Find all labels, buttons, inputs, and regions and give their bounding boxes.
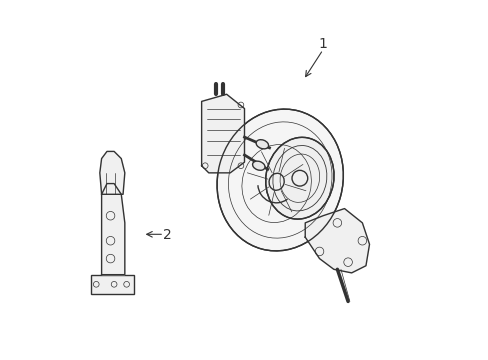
Ellipse shape <box>217 109 343 251</box>
Ellipse shape <box>265 137 333 219</box>
Polygon shape <box>201 94 244 173</box>
Text: 2: 2 <box>163 228 172 242</box>
Text: 1: 1 <box>318 37 327 51</box>
Ellipse shape <box>256 140 268 149</box>
FancyBboxPatch shape <box>91 275 134 294</box>
Polygon shape <box>102 184 124 275</box>
Ellipse shape <box>252 161 264 170</box>
Polygon shape <box>100 152 124 194</box>
Polygon shape <box>305 208 369 273</box>
